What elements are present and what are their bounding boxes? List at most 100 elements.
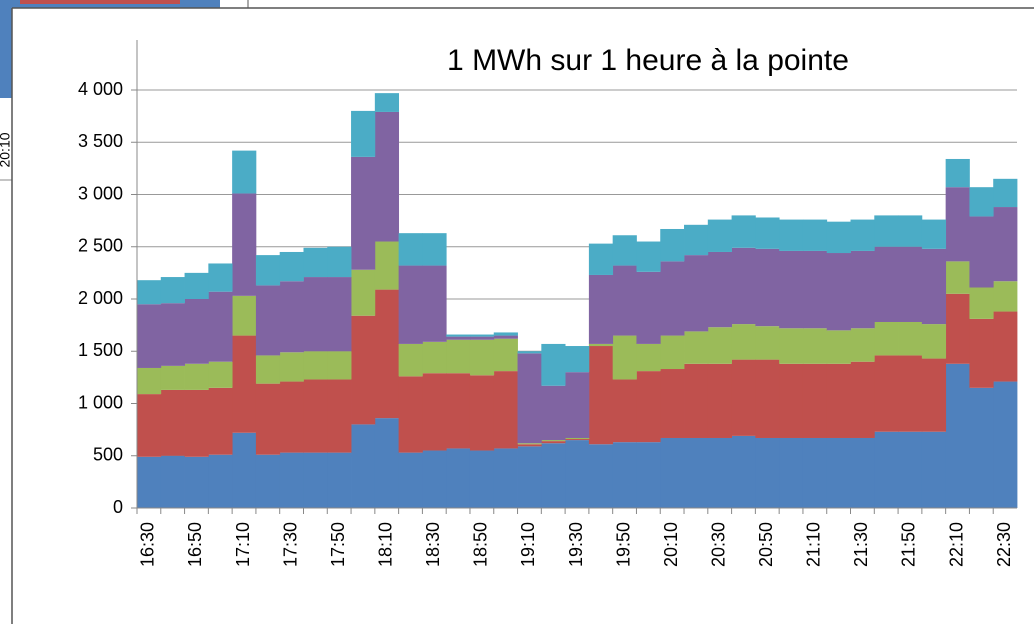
- area-segment: [731, 324, 756, 360]
- area-segment: [160, 303, 185, 366]
- x-tick-label: 17:30: [280, 522, 300, 567]
- area-segment: [327, 379, 352, 453]
- area-segment: [945, 293, 970, 364]
- area-segment: [137, 304, 162, 368]
- area-segment: [541, 441, 566, 444]
- x-tick-label: 20:50: [756, 522, 776, 567]
- x-tick-label: 19:50: [613, 522, 633, 567]
- area-segment: [660, 228, 685, 262]
- area-segment: [802, 363, 828, 438]
- area-segment: [232, 432, 257, 508]
- area-segment: [327, 351, 352, 380]
- area-segment: [469, 375, 495, 451]
- area-segment: [612, 235, 637, 266]
- area-segment: [541, 443, 566, 508]
- area-segment: [446, 336, 471, 340]
- area-segment: [493, 335, 518, 339]
- area-segment: [731, 359, 756, 436]
- area-segment: [660, 261, 685, 336]
- area-segment: [993, 281, 1018, 312]
- area-segment: [517, 444, 542, 447]
- area-segment: [993, 178, 1018, 208]
- area-segment: [707, 437, 732, 508]
- area-segment: [636, 271, 661, 344]
- area-segment: [541, 440, 566, 442]
- area-segment: [921, 324, 947, 359]
- area-segment: [303, 452, 328, 508]
- y-tick-label: 4 000: [78, 79, 123, 99]
- area-segment: [921, 248, 947, 325]
- area-segment: [636, 442, 661, 508]
- area-segment: [232, 150, 257, 194]
- area-segment: [660, 437, 685, 508]
- area-segment: [612, 265, 637, 336]
- area-segment: [802, 250, 828, 329]
- area-segment: [755, 217, 780, 249]
- area-segment: [707, 251, 732, 328]
- area-segment: [755, 359, 780, 438]
- area-segment: [779, 437, 804, 508]
- area-segment: [802, 437, 828, 508]
- area-segment: [160, 277, 185, 304]
- area-segment: [422, 373, 447, 451]
- thumbnail-strip: [20, 0, 180, 4]
- area-segment: [327, 277, 352, 352]
- area-segment: [779, 328, 804, 364]
- area-segment: [731, 215, 756, 248]
- area-segment: [684, 331, 709, 364]
- x-tick-label: 22:30: [994, 522, 1014, 567]
- area-segment: [303, 247, 328, 278]
- area-segment: [517, 446, 542, 508]
- x-tick-label: 18:30: [423, 522, 443, 567]
- x-tick-label: 21:30: [851, 522, 871, 567]
- area-segment: [279, 251, 304, 282]
- area-segment: [351, 110, 376, 157]
- area-segment: [279, 352, 304, 382]
- y-tick-label: 1 500: [78, 340, 123, 360]
- area-segment: [137, 367, 162, 395]
- area-segment: [469, 339, 495, 376]
- area-segment: [446, 339, 471, 374]
- area-segment: [422, 341, 447, 374]
- area-segment: [493, 338, 518, 372]
- y-tick-label: 500: [93, 445, 123, 465]
- x-tick-label: 16:30: [138, 522, 158, 567]
- x-tick-label: 17:10: [233, 522, 253, 567]
- fragment-label: 20:10: [0, 132, 13, 167]
- area-segment: [969, 318, 994, 388]
- area-segment: [208, 263, 233, 292]
- area-segment: [874, 431, 899, 508]
- area-segment: [874, 215, 899, 247]
- area-segment: [945, 363, 970, 508]
- area-segment: [517, 443, 542, 445]
- area-segment: [422, 265, 447, 342]
- area-segment: [255, 355, 281, 384]
- area-segment: [374, 289, 400, 419]
- area-segment: [898, 321, 923, 356]
- area-segment: [517, 351, 542, 354]
- area-segment: [279, 281, 304, 353]
- area-segment: [446, 373, 471, 449]
- area-segment: [493, 448, 518, 508]
- area-segment: [160, 365, 185, 390]
- x-tick-label: 22:10: [946, 522, 966, 567]
- area-segment: [303, 351, 328, 380]
- area-segment: [707, 363, 732, 438]
- x-tick-label: 18:10: [375, 522, 395, 567]
- area-segment: [874, 321, 899, 356]
- area-segment: [446, 334, 471, 337]
- area-segment: [398, 376, 423, 453]
- area-segment: [945, 187, 970, 262]
- area-segment: [565, 346, 590, 373]
- x-tick-label: 21:50: [899, 522, 919, 567]
- area-segment: [898, 215, 923, 247]
- area-segment: [779, 363, 804, 438]
- x-tick-label: 18:50: [471, 522, 491, 567]
- area-segment: [826, 330, 851, 364]
- area-segment: [660, 369, 685, 438]
- x-tick-label: 16:50: [185, 522, 205, 567]
- area-segment: [184, 272, 209, 299]
- area-segment: [351, 156, 376, 270]
- area-segment: [374, 93, 400, 112]
- area-segment: [541, 385, 566, 441]
